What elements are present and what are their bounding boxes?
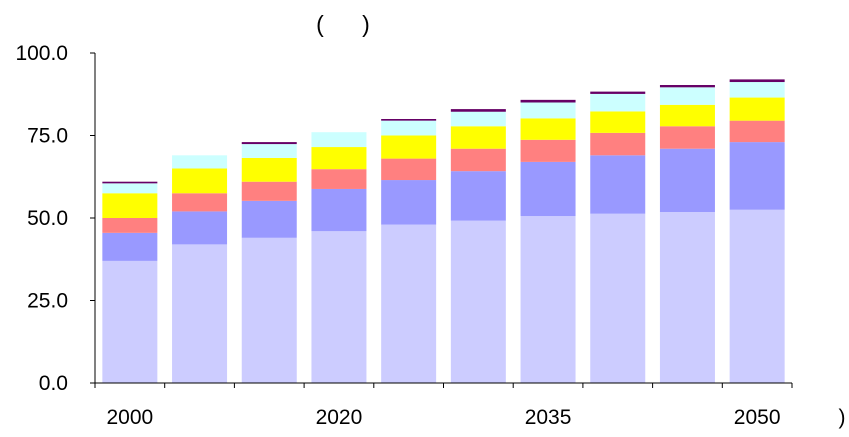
bar-segment-8-1 xyxy=(659,148,715,213)
x-tick-label: 2035 xyxy=(525,406,572,429)
bar-segment-7-2 xyxy=(590,132,646,156)
bar-segment-3-3 xyxy=(311,147,367,170)
bar-segment-0-3 xyxy=(102,193,158,218)
bar-segment-6-1 xyxy=(520,161,576,217)
bar-segment-4-4 xyxy=(381,120,437,136)
y-tick-labels: 0.0 25.0 50.0 75.0 100.0 xyxy=(15,42,68,395)
bar-segment-5-4 xyxy=(450,111,506,127)
bar-segment-6-2 xyxy=(520,139,576,162)
bar-segment-1-2 xyxy=(172,193,228,212)
x-axis-label: ) xyxy=(839,406,846,429)
bar-segment-9-4 xyxy=(729,82,785,98)
x-tick-label: 2020 xyxy=(316,406,363,429)
y-tick-label: 100.0 xyxy=(15,42,68,65)
x-tick-label: 2000 xyxy=(106,406,153,429)
bar-segment-7-3 xyxy=(590,111,646,133)
bar-segment-2-5 xyxy=(241,142,297,145)
bar-segment-7-5 xyxy=(590,91,646,94)
bar-segment-5-0 xyxy=(450,220,506,383)
chart-title: ( ) xyxy=(316,11,370,37)
bar-segment-7-0 xyxy=(590,213,646,383)
bar-segment-5-3 xyxy=(450,126,506,149)
bar-segment-2-0 xyxy=(241,237,297,383)
bar-segment-4-2 xyxy=(381,158,437,181)
bar-segment-2-1 xyxy=(241,200,297,238)
bar-segment-0-4 xyxy=(102,183,158,194)
bar-segment-5-1 xyxy=(450,171,506,221)
bar-segment-1-0 xyxy=(172,244,228,383)
bar-segment-7-1 xyxy=(590,155,646,214)
bar-segment-1-3 xyxy=(172,168,228,194)
bar-segment-9-1 xyxy=(729,142,785,210)
bar-segment-0-0 xyxy=(102,260,158,383)
bar-segment-8-2 xyxy=(659,126,715,149)
bar-segment-5-2 xyxy=(450,148,506,172)
bar-segment-0-5 xyxy=(102,181,158,184)
bar-segment-7-4 xyxy=(590,93,646,112)
bar-segment-9-3 xyxy=(729,97,785,121)
bars-group xyxy=(102,79,785,383)
bar-segment-8-0 xyxy=(659,212,715,383)
bar-segment-8-3 xyxy=(659,104,715,127)
bar-segment-9-0 xyxy=(729,209,785,383)
bar-segment-2-4 xyxy=(241,144,297,158)
bar-segment-3-4 xyxy=(311,132,367,148)
bar-segment-9-5 xyxy=(729,79,785,83)
bar-segment-8-4 xyxy=(659,87,715,105)
y-tick-label: 25.0 xyxy=(27,290,68,313)
bar-segment-3-0 xyxy=(311,231,367,383)
y-tick-label: 50.0 xyxy=(27,207,68,230)
bar-segment-2-2 xyxy=(241,181,297,201)
bar-segment-0-2 xyxy=(102,218,158,233)
bar-segment-4-0 xyxy=(381,224,437,383)
bar-segment-5-5 xyxy=(450,109,506,112)
bar-segment-4-5 xyxy=(381,119,437,121)
bar-segment-6-3 xyxy=(520,118,576,140)
axes-group xyxy=(90,52,793,388)
bar-segment-6-5 xyxy=(520,99,576,103)
bar-segment-2-3 xyxy=(241,157,297,182)
bar-segment-1-1 xyxy=(172,211,228,245)
y-tick-label: 0.0 xyxy=(39,372,68,395)
x-tick-labels: 2000 2020 2035 2050 xyxy=(106,406,780,429)
bar-segment-6-4 xyxy=(520,102,576,119)
bar-segment-3-1 xyxy=(311,188,367,232)
bar-segment-0-1 xyxy=(102,232,158,261)
y-tick-label: 75.0 xyxy=(27,125,68,148)
x-tick-label: 2050 xyxy=(734,406,781,429)
bar-segment-4-1 xyxy=(381,180,437,225)
bar-segment-9-2 xyxy=(729,120,785,143)
bar-segment-6-0 xyxy=(520,216,576,383)
bar-segment-4-3 xyxy=(381,135,437,159)
bar-segment-1-4 xyxy=(172,155,228,169)
bar-segment-3-2 xyxy=(311,169,367,189)
bar-segment-8-5 xyxy=(659,85,715,88)
